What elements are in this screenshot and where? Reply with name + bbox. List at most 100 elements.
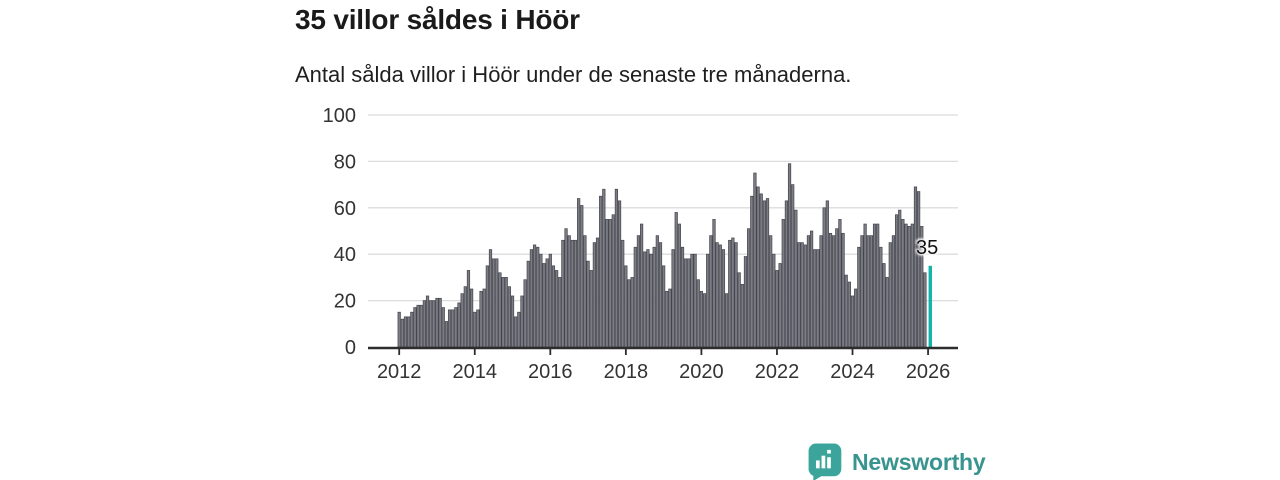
newsworthy-logo: Newsworthy	[808, 443, 986, 480]
bar	[580, 205, 584, 348]
bar	[882, 263, 886, 348]
bar	[643, 251, 647, 348]
bar	[869, 235, 874, 348]
bar	[872, 223, 877, 348]
bar	[460, 293, 464, 348]
bar	[847, 281, 851, 348]
bar	[917, 191, 921, 348]
bar	[913, 186, 918, 348]
bar	[614, 188, 619, 348]
bar	[709, 235, 713, 348]
bar	[674, 212, 678, 348]
bar	[857, 246, 861, 348]
bar	[561, 239, 565, 348]
bar	[841, 232, 845, 348]
bar	[797, 242, 801, 348]
bar	[800, 242, 804, 348]
bar	[696, 279, 700, 348]
bar	[778, 263, 782, 348]
bar	[520, 295, 524, 348]
bar	[592, 242, 596, 348]
bar	[545, 258, 549, 348]
bar	[425, 295, 430, 348]
bar	[923, 272, 927, 348]
y-axis-tick-label: 100	[323, 105, 356, 127]
bar	[721, 249, 726, 348]
bar	[532, 244, 537, 348]
bar	[473, 311, 477, 348]
chart-subtitle: Antal sålda villor i Höör under de senas…	[295, 62, 852, 87]
bar	[904, 223, 908, 348]
x-axis-tick-label: 2016	[528, 361, 573, 383]
bar	[602, 188, 606, 348]
bar	[517, 311, 521, 348]
bar	[429, 300, 433, 348]
bar	[621, 239, 625, 348]
bar	[850, 295, 855, 348]
bar	[879, 246, 883, 348]
bar	[668, 288, 672, 348]
bar	[781, 219, 785, 348]
bar	[413, 307, 417, 348]
bar	[652, 246, 656, 348]
bar	[658, 242, 663, 348]
bar	[639, 223, 644, 348]
bar	[526, 260, 530, 348]
bar	[649, 253, 653, 348]
bar	[595, 237, 600, 348]
bar	[888, 242, 892, 348]
bar	[624, 265, 628, 348]
bar	[447, 309, 452, 348]
bar	[599, 195, 603, 348]
bar	[608, 219, 612, 348]
bar	[747, 228, 751, 348]
bar	[495, 258, 499, 348]
bar	[828, 232, 833, 348]
bar	[551, 265, 556, 348]
bar	[769, 235, 773, 348]
bar	[400, 318, 404, 348]
bar	[583, 235, 587, 348]
bar	[772, 253, 776, 348]
bar	[523, 279, 527, 348]
bar	[438, 297, 442, 348]
x-axis-tick-label: 2022	[755, 361, 800, 383]
bar	[756, 186, 760, 348]
bar	[835, 228, 839, 348]
bar	[482, 288, 486, 348]
bar	[589, 270, 593, 348]
bar	[706, 253, 710, 348]
y-axis-tick-label: 20	[334, 291, 356, 313]
x-axis-tick-label: 2020	[679, 361, 724, 383]
bar	[759, 193, 763, 348]
bar	[665, 290, 669, 348]
bar	[743, 256, 748, 348]
bar	[492, 258, 496, 348]
bar	[907, 226, 911, 348]
bar	[809, 230, 814, 348]
bar	[762, 200, 766, 348]
bar	[655, 235, 659, 348]
bar	[633, 246, 637, 348]
bar	[630, 277, 634, 348]
bar	[715, 242, 719, 348]
x-axis-tick-label: 2012	[377, 361, 422, 383]
bar	[750, 195, 754, 348]
bar	[684, 258, 688, 348]
bar	[866, 235, 870, 348]
newsworthy-logo-text: Newsworthy	[852, 448, 986, 475]
bar	[586, 260, 590, 348]
y-axis-tick-label: 80	[334, 151, 356, 173]
bar	[718, 244, 722, 348]
bar	[854, 288, 858, 348]
highlighted-bar	[928, 265, 932, 347]
bar	[819, 235, 823, 348]
bar	[671, 249, 675, 348]
bar	[731, 237, 735, 348]
bar	[419, 304, 423, 348]
bar	[822, 207, 826, 348]
bar	[791, 184, 795, 348]
y-axis-tick-label: 60	[334, 198, 356, 220]
y-axis-tick-label: 40	[334, 244, 356, 266]
